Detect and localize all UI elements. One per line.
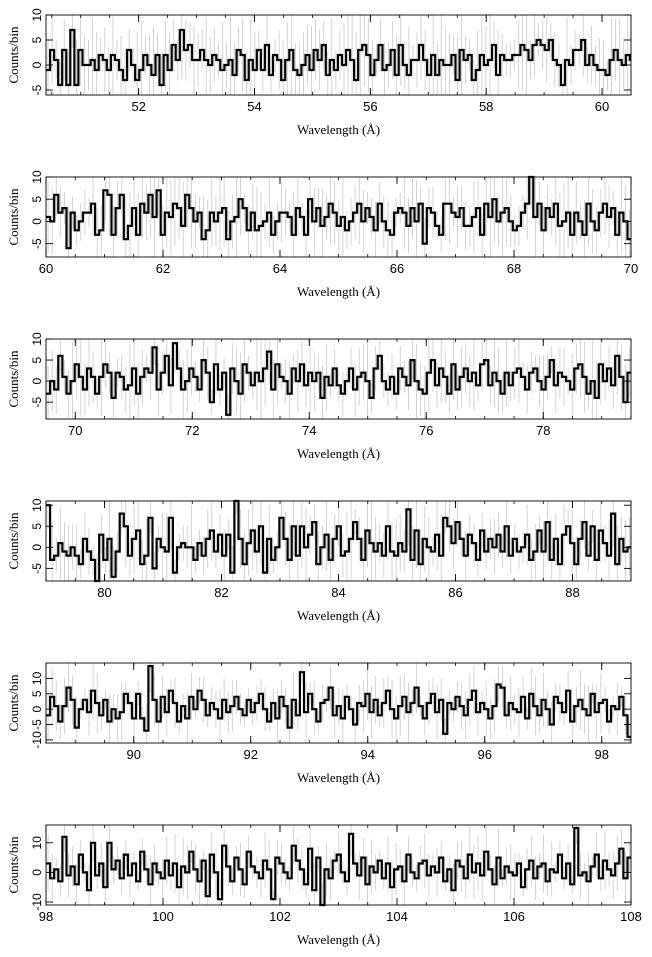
x-tick-label: 64 [273,261,287,276]
y-axis-label: Counts/bin [6,188,21,246]
y-tick-label: 10 [30,671,44,685]
y-tick-label: 5 [30,356,44,363]
y-tick-label: 10 [30,332,44,346]
spectrum-step-line [46,342,631,416]
x-tick-label: 98 [39,909,53,924]
spectrum-step-line [46,499,631,583]
x-tick-label: 78 [536,423,550,438]
chart-panel-6: 98 100 102 104 106 108 -10 0 10 Wavelength (Å) Cou… [6,824,642,947]
x-tick-label: 68 [507,261,521,276]
y-tick-label: 5 [30,196,44,203]
x-tick-label: 66 [390,261,404,276]
x-tick-label: 94 [361,747,375,762]
x-tick-label: 56 [363,99,377,114]
x-tick-label: 88 [565,585,579,600]
x-tick-label: 58 [479,99,493,114]
y-tick-label: -10 [30,893,44,911]
spectrum-step-line [46,826,631,907]
x-tick-label: 72 [185,423,199,438]
y-tick-label: -5 [30,238,44,249]
y-tick-label: 0 [30,218,44,225]
y-tick-label: 10 [30,8,44,22]
y-tick-label: 5 [30,36,44,43]
x-axis-label: Wavelength (Å) [297,932,380,947]
y-axis-label: Counts/bin [6,350,21,408]
y-tick-label: 5 [30,690,44,697]
y-tick-label: 0 [30,61,44,68]
chart-panel-2: 60 62 64 66 68 70 -5 0 5 10 Wavelength (Å) Counts/b… [6,170,638,299]
x-tick-label: 104 [386,909,408,924]
y-tick-label: 0 [30,869,44,876]
y-axis-label: Counts/bin [6,836,21,894]
chart-panel-4: 80 82 84 86 88 -5 0 5 10 Wavelength (Å) Counts/bin [6,498,632,623]
x-tick-label: 80 [97,585,111,600]
x-tick-label: 84 [331,585,345,600]
x-tick-label: 82 [214,585,228,600]
y-tick-label: 0 [30,706,44,713]
x-tick-label: 74 [302,423,316,438]
x-tick-label: 86 [448,585,462,600]
x-axis-label: Wavelength (Å) [297,608,380,623]
y-tick-label: -5 [30,84,44,95]
x-tick-label: 76 [419,423,433,438]
y-tick-label: -5 [30,563,44,574]
y-tick-label: 10 [30,836,44,850]
x-tick-label: 90 [127,747,141,762]
spectrum-step-line [46,28,631,87]
spectrum-step-line [46,665,631,738]
y-axis-label: Counts/bin [6,26,21,84]
x-tick-label: 70 [624,261,638,276]
x-tick-label: 98 [595,747,609,762]
x-tick-label: 108 [620,909,642,924]
y-axis-label: Counts/bin [6,512,21,570]
x-tick-label: 52 [131,99,145,114]
chart-panel-5: 90 92 94 96 98 -10-5 0 5 10 Wavelength (Å) Counts/… [6,662,632,785]
x-tick-label: 62 [156,261,170,276]
chart-panel-1: 52 54 56 58 60 -5 0 5 10 Wavelength (Å) Counts/bin [6,8,632,137]
panel-frame [45,14,632,96]
x-tick-label: 92 [244,747,258,762]
spectrum-step-line [46,175,631,250]
x-tick-label: 106 [503,909,525,924]
y-tick-label: 10 [30,498,44,512]
y-tick-label: 0 [30,377,44,384]
x-tick-label: 70 [68,423,82,438]
y-tick-label: 10 [30,170,44,184]
y-tick-label: -5 [30,719,44,730]
y-tick-label: -10 [30,731,44,749]
x-tick-label: 60 [595,99,609,114]
y-axis-label: Counts/bin [6,674,21,732]
x-tick-label: 54 [247,99,261,114]
x-axis-label: Wavelength (Å) [297,284,380,299]
x-axis-label: Wavelength (Å) [297,770,380,785]
y-tick-label: 0 [30,544,44,551]
x-axis-label: Wavelength (Å) [297,122,380,137]
x-tick-label: 96 [478,747,492,762]
x-tick-label: 102 [269,909,291,924]
y-tick-label: 5 [30,523,44,530]
x-tick-label: 100 [152,909,174,924]
chart-panel-3: 70 72 74 76 78 -5 0 5 10 Wavelength (Å) Counts/bin [6,332,632,461]
x-tick-label: 60 [39,261,53,276]
x-axis-label: Wavelength (Å) [297,446,380,461]
y-tick-label: -5 [30,397,44,408]
